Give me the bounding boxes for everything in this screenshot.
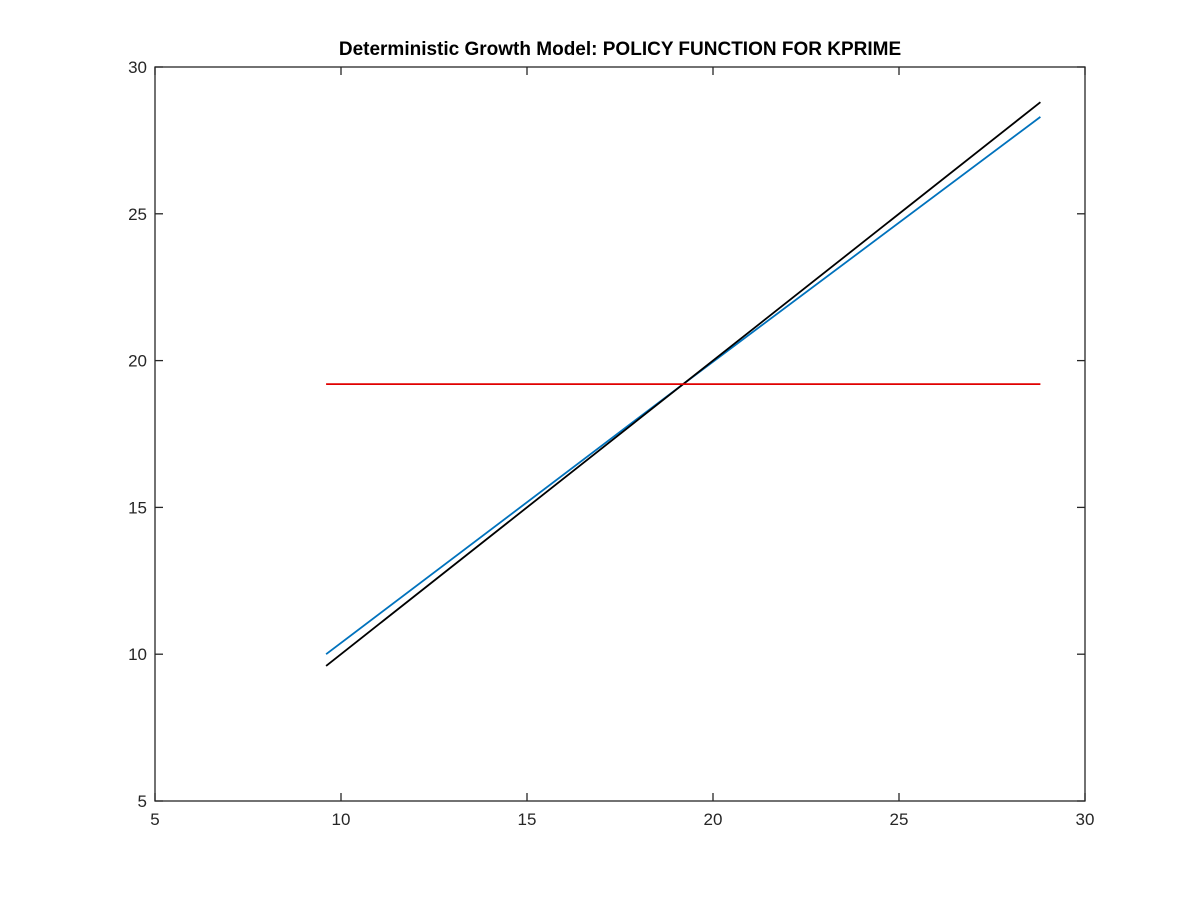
x-tick-label: 20 bbox=[704, 810, 723, 829]
y-tick-label: 15 bbox=[128, 498, 147, 517]
y-tick-label: 5 bbox=[138, 792, 147, 811]
plot-box bbox=[154, 66, 1086, 802]
series-layer bbox=[325, 101, 1041, 667]
x-tick-label: 10 bbox=[332, 810, 351, 829]
y-tick-label: 25 bbox=[128, 205, 147, 224]
y-tick-label: 20 bbox=[128, 352, 147, 371]
x-tick-label: 30 bbox=[1076, 810, 1095, 829]
y-tick-label: 30 bbox=[128, 58, 147, 77]
axes-layer: 5 10 15 20 25 30 5 10 15 20 25 30 bbox=[128, 58, 1094, 829]
x-tick-label: 25 bbox=[890, 810, 909, 829]
x-tick-label: 15 bbox=[518, 810, 537, 829]
x-tick-label: 5 bbox=[150, 810, 159, 829]
series-line-1 bbox=[325, 116, 1041, 655]
chart-title: Deterministic Growth Model: POLICY FUNCT… bbox=[339, 39, 901, 60]
y-tick-label: 10 bbox=[128, 645, 147, 664]
